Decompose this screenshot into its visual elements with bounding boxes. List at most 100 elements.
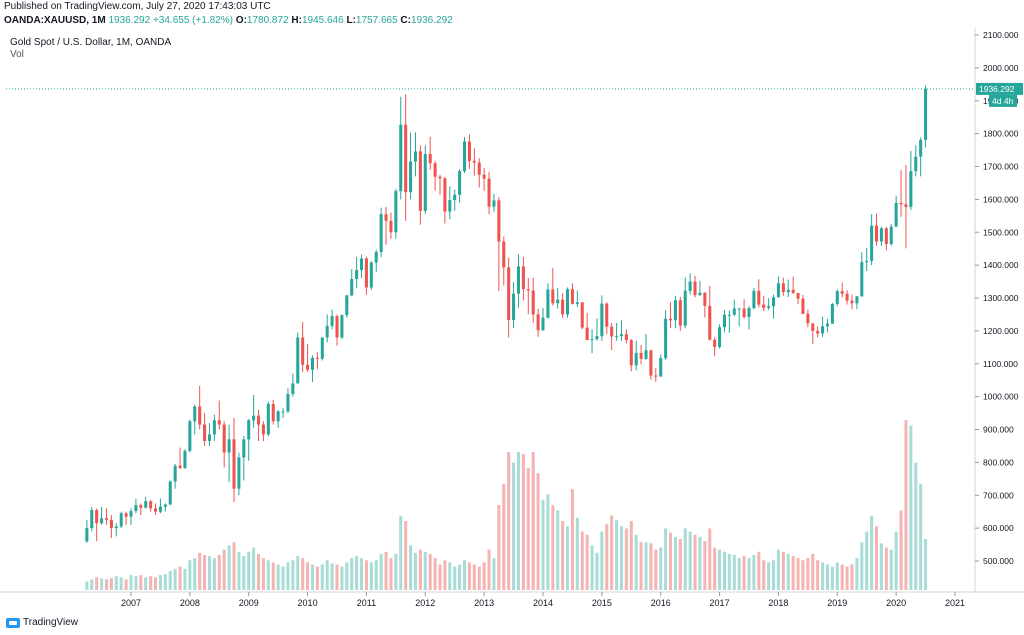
volume-bar bbox=[448, 562, 452, 590]
published-text: Published on TradingView.com, July 27, 2… bbox=[4, 1, 271, 12]
volume-bar bbox=[722, 551, 726, 590]
candle-body bbox=[95, 510, 99, 524]
volume-bar bbox=[767, 562, 771, 590]
price-tick-label: 600.000 bbox=[983, 523, 1014, 533]
volume-bar bbox=[526, 467, 530, 590]
candle-body bbox=[541, 317, 545, 331]
candle-body bbox=[291, 383, 295, 394]
volume-bar bbox=[163, 574, 167, 590]
volume-bar bbox=[664, 528, 668, 590]
candle-body bbox=[188, 421, 192, 451]
candle-body bbox=[889, 226, 893, 245]
candle-body bbox=[821, 326, 825, 334]
volume-bar bbox=[472, 564, 476, 590]
candle-body bbox=[389, 220, 393, 233]
candle-body bbox=[512, 293, 516, 321]
volume-bar bbox=[217, 554, 221, 590]
candle-body bbox=[232, 439, 236, 489]
candle-body bbox=[168, 481, 172, 505]
candle-body bbox=[556, 299, 560, 304]
volume-bar bbox=[835, 562, 839, 590]
volume-bar bbox=[374, 560, 378, 590]
candle-body bbox=[654, 375, 658, 377]
volume-bar bbox=[85, 581, 89, 590]
candle-body bbox=[786, 289, 790, 293]
volume-bar bbox=[306, 562, 310, 590]
volume-label: Vol bbox=[10, 49, 24, 60]
candle-body bbox=[806, 313, 810, 324]
volume-bar bbox=[659, 547, 663, 590]
volume-bar bbox=[114, 576, 118, 590]
volume-bar bbox=[781, 551, 785, 590]
candle-body bbox=[90, 510, 94, 529]
volume-bar bbox=[894, 531, 898, 590]
volume-bar bbox=[497, 505, 501, 590]
price-tick-label: 2100.000 bbox=[983, 30, 1019, 40]
candle-body bbox=[340, 315, 344, 338]
volume-bar bbox=[840, 564, 844, 590]
candle-body bbox=[639, 352, 643, 359]
candle-body bbox=[355, 270, 359, 279]
volume-bar bbox=[109, 578, 113, 590]
candle-body bbox=[919, 139, 923, 157]
time-tick-label: 2017 bbox=[710, 598, 730, 608]
volume-bar bbox=[516, 452, 520, 590]
volume-bar bbox=[394, 553, 398, 590]
volume-bar bbox=[914, 462, 918, 590]
volume-bar bbox=[222, 549, 226, 590]
volume-bar bbox=[801, 560, 805, 590]
price-tick-label: 1200.000 bbox=[983, 326, 1019, 336]
candle-body bbox=[247, 420, 251, 440]
volume-bar bbox=[104, 579, 108, 590]
candle-body bbox=[747, 308, 751, 318]
candle-body bbox=[217, 420, 221, 425]
candle-body bbox=[566, 289, 570, 315]
volume-bars bbox=[85, 420, 928, 590]
tradingview-logo[interactable]: TradingView bbox=[6, 617, 78, 628]
candle-body bbox=[149, 501, 153, 509]
price-tick-label: 2000.000 bbox=[983, 63, 1019, 73]
volume-bar bbox=[512, 462, 516, 590]
candle-body bbox=[884, 228, 888, 245]
volume-bar bbox=[786, 553, 790, 590]
candle-body bbox=[306, 364, 310, 370]
volume-bar bbox=[257, 553, 261, 590]
candle-body bbox=[850, 300, 854, 304]
candle-body bbox=[904, 204, 908, 207]
candle-body bbox=[458, 171, 462, 195]
candle-body bbox=[310, 357, 314, 370]
candle-body bbox=[909, 171, 913, 207]
volume-bar bbox=[188, 560, 192, 590]
volume-bar bbox=[678, 539, 682, 590]
price-tick-label: 700.000 bbox=[983, 490, 1014, 500]
last-price-line: 1936.292 4d 4h bbox=[6, 82, 1023, 107]
price-tick-label: 1700.000 bbox=[983, 162, 1019, 172]
volume-bar bbox=[335, 564, 339, 590]
volume-bar bbox=[183, 568, 187, 590]
price-tick-label: 1800.000 bbox=[983, 129, 1019, 139]
candle-body bbox=[840, 291, 844, 294]
candle-body bbox=[360, 258, 364, 271]
candle-body bbox=[649, 350, 653, 376]
candle-body bbox=[825, 323, 829, 327]
candle-body bbox=[399, 124, 403, 192]
volume-bar bbox=[487, 549, 491, 590]
volume-bar bbox=[791, 556, 795, 590]
volume-bar bbox=[144, 577, 148, 590]
candle-body bbox=[575, 302, 579, 304]
volume-bar bbox=[561, 521, 565, 590]
volume-bar bbox=[301, 558, 305, 590]
volume-bar bbox=[870, 515, 874, 590]
candle-body bbox=[163, 504, 167, 507]
time-tick-label: 2016 bbox=[651, 598, 671, 608]
candle-body bbox=[767, 306, 771, 308]
candle-body bbox=[835, 291, 839, 304]
volume-bar bbox=[683, 528, 687, 590]
candle-body bbox=[752, 290, 756, 309]
time-tick-label: 2008 bbox=[180, 598, 200, 608]
close-value: 1936.292 bbox=[410, 15, 453, 26]
volume-bar bbox=[95, 577, 99, 590]
candle-body bbox=[624, 334, 628, 341]
candle-body bbox=[688, 281, 692, 291]
